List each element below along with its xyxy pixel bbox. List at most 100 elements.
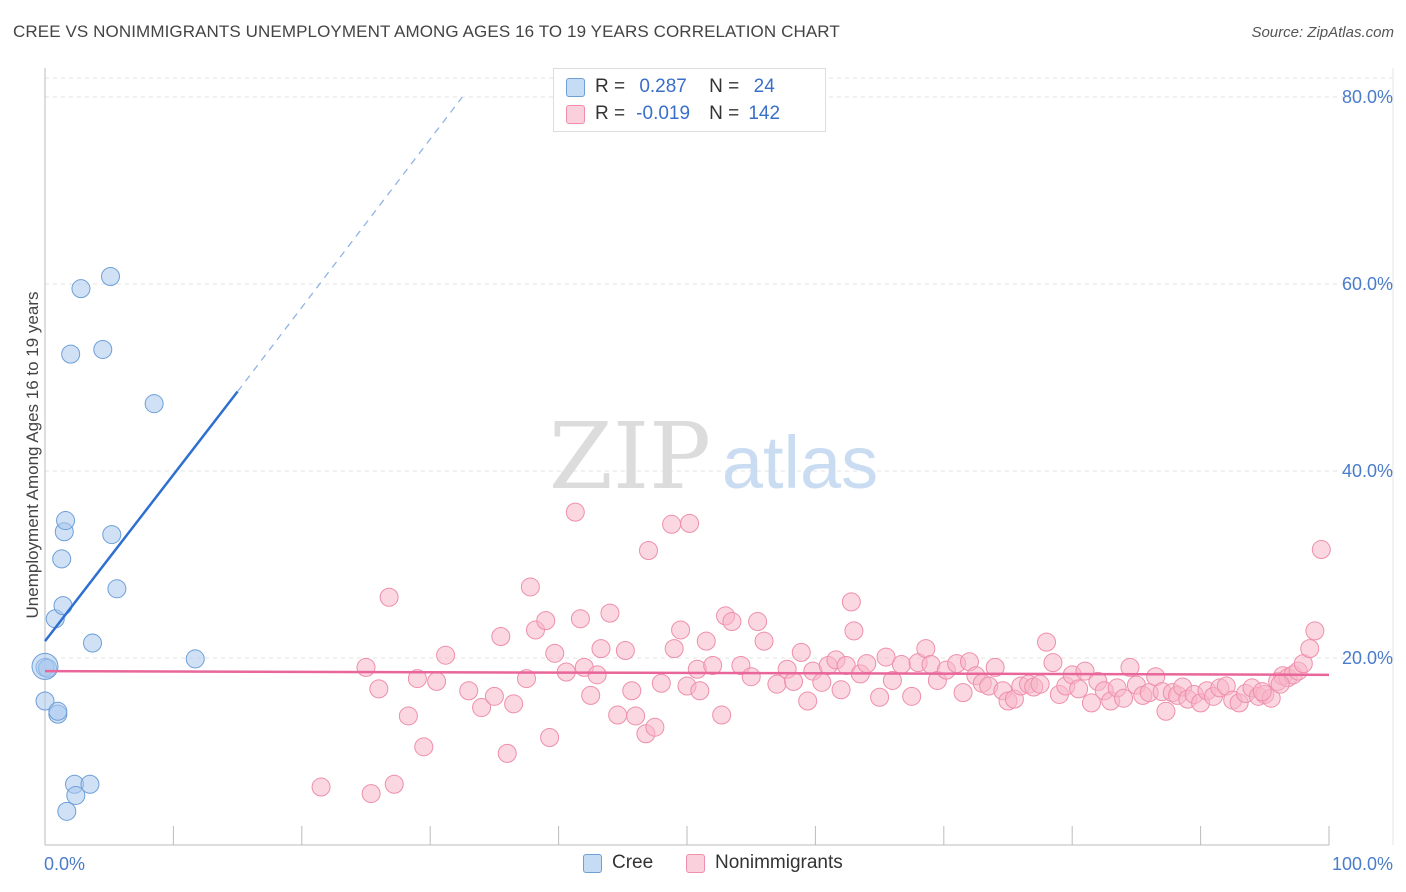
chart-title: CREE VS NONIMMIGRANTS UNEMPLOYMENT AMONG… (13, 22, 840, 41)
cree-point (57, 801, 77, 821)
nonimmigrants-point (1305, 621, 1325, 641)
nonimmigrants-point (536, 611, 556, 631)
tick-labels: 20.0% 40.0% 60.0% 80.0% 0.0% 100.0% (44, 87, 1393, 874)
nonimmigrants-point (459, 681, 479, 701)
legend-row-cree: R = 0.287 N = 24 (566, 74, 789, 100)
cree-point (35, 691, 55, 711)
cree-point (102, 525, 122, 545)
nonimmigrants-point (622, 681, 642, 701)
y-tick-label: 80.0% (1342, 87, 1393, 107)
legend-r-label: R = (595, 76, 626, 97)
cree-point (53, 596, 73, 616)
nonimmigrants-point (1311, 540, 1331, 560)
nonimmigrants-point (591, 639, 611, 659)
nonimmigrants-point (626, 706, 646, 726)
nonimmigrants-point (645, 717, 665, 737)
nonimmigrants-legend-label: Nonimmigrants (715, 852, 843, 873)
nonimmigrants-point (1030, 674, 1050, 694)
nonimmigrants-point (902, 686, 922, 706)
nonimmigrants-point (379, 587, 399, 607)
nonimmigrants-point (844, 621, 864, 641)
cree-point (80, 774, 100, 794)
nonimmigrants-point (484, 686, 504, 706)
nonimmigrants-point (870, 687, 890, 707)
cree-trend-extension (237, 96, 463, 392)
watermark: ZIP atlas (549, 403, 878, 510)
bottom-legend-nonimmigrants: Nonimmigrants (686, 852, 843, 874)
data-points (31, 267, 1331, 821)
nonimmigrants-point (504, 694, 524, 714)
legend-row-nonimmigrants: R = -0.019 N = 142 (566, 101, 789, 127)
nonimmigrants-point (1156, 701, 1176, 721)
cree-point (31, 652, 59, 680)
nonimmigrants-swatch (566, 104, 585, 124)
nonimmigrants-point (841, 592, 861, 612)
legend-n-label: N = (709, 103, 740, 124)
nonimmigrants-point (798, 691, 818, 711)
cree-legend-label: Cree (612, 852, 654, 873)
watermark-atlas: atlas (722, 421, 878, 504)
cree-point (107, 579, 127, 599)
nonimmigrants-point (767, 674, 787, 694)
nonimmigrants-point (497, 743, 517, 763)
nonimmigrants-point (436, 645, 456, 665)
cree-point (48, 701, 68, 721)
nonimmigrants-point (491, 626, 511, 646)
nonimmigrants-point (1037, 632, 1057, 652)
axes (44, 68, 1394, 846)
nonimmigrants-point (545, 643, 565, 663)
nonimmigrants-point (680, 513, 700, 533)
cree-point (185, 649, 205, 669)
cree-point (52, 549, 72, 569)
nonimmigrants-point (1300, 639, 1320, 659)
cree-trend-line (44, 390, 239, 642)
nonimmigrants-point (916, 639, 936, 659)
nonimmigrants-point (857, 654, 877, 674)
nonimmigrants-point (722, 612, 742, 632)
cree-point (93, 339, 113, 359)
nonimmigrants-trend-line (44, 669, 1330, 677)
grid-lines (45, 77, 1393, 659)
nonimmigrants-point (1043, 653, 1063, 673)
cree-point (144, 394, 164, 414)
nonimmigrants-point (876, 647, 896, 667)
cree-legend-swatch (583, 853, 602, 873)
nonimmigrants-point (414, 737, 434, 757)
legend-n-value: 142 (748, 103, 781, 124)
cree-point (61, 344, 81, 364)
nonimmigrants-point (1081, 693, 1101, 713)
legend-n-label: N = (709, 76, 740, 97)
legend-n-value: 24 (753, 76, 775, 97)
nonimmigrants-point (662, 514, 682, 534)
nonimmigrants-point (891, 655, 911, 675)
nonimmigrants-point (517, 669, 536, 689)
cree-point (100, 267, 120, 287)
nonimmigrants-point (570, 609, 590, 629)
nonimmigrants-point (361, 784, 381, 804)
nonimmigrants-point (703, 655, 723, 675)
cree-point (83, 633, 103, 653)
y-axis-label: Unemployment Among Ages 16 to 19 years (23, 292, 42, 619)
nonimmigrants-point (831, 680, 851, 700)
nonimmigrants-legend-swatch (686, 853, 705, 873)
nonimmigrants-point (1114, 688, 1134, 708)
nonimmigrants-point (587, 665, 607, 685)
nonimmigrants-point (664, 639, 684, 659)
nonimmigrants-point (748, 612, 768, 632)
nonimmigrants-point (690, 681, 710, 701)
nonimmigrants-point (784, 671, 804, 691)
nonimmigrants-point (1075, 661, 1095, 681)
nonimmigrants-point (1252, 682, 1272, 702)
nonimmigrants-point (311, 777, 331, 797)
bottom-legend-cree: Cree (583, 852, 653, 874)
watermark-zip: ZIP (549, 403, 711, 510)
nonimmigrants-point (369, 679, 389, 699)
nonimmigrants-point (651, 673, 671, 693)
nonimmigrants-point (540, 727, 560, 747)
correlation-legend: R = 0.287 N = 24 R = -0.019 N = 142 (553, 68, 826, 132)
nonimmigrants-point (985, 657, 1005, 677)
nonimmigrants-point (791, 642, 811, 662)
x-tick-label: 100.0% (1332, 854, 1393, 874)
nonimmigrants-point (615, 641, 635, 661)
